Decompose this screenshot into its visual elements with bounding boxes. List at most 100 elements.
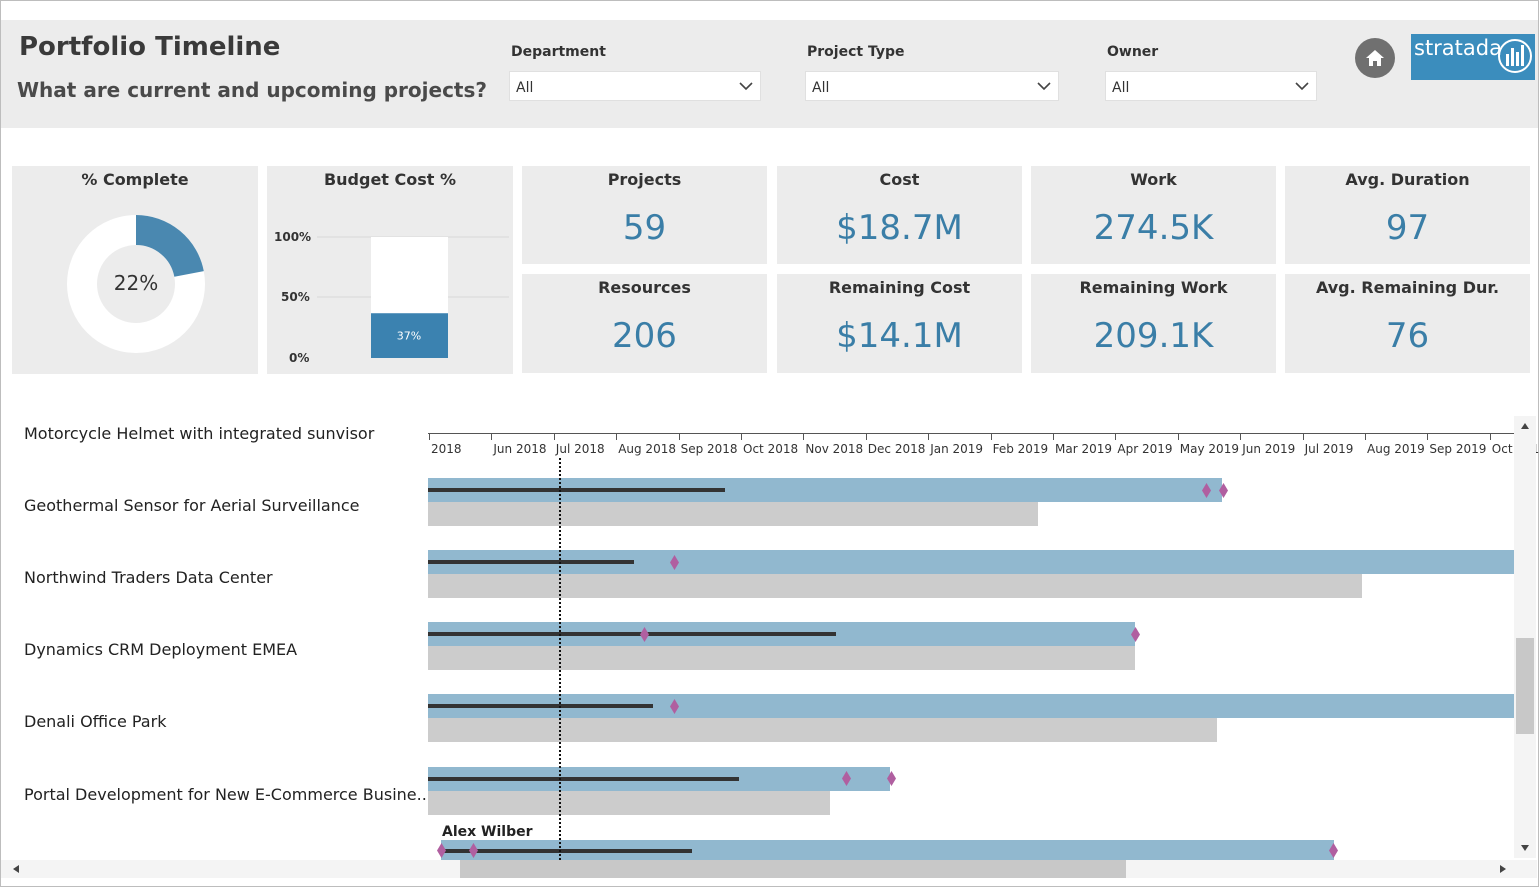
axis-tick: [1053, 433, 1054, 440]
owner-label: Alex Wilber: [442, 824, 533, 840]
timeline-progress-bar: [428, 560, 634, 564]
budget-fill-bar: [371, 313, 448, 358]
milestone-diamond-icon[interactable]: [670, 699, 679, 714]
kpi-work-card: Work 274.5K: [1031, 166, 1276, 264]
timeline-baseline-bar[interactable]: [428, 502, 1038, 526]
axis-tick: [553, 433, 555, 440]
timeline-baseline-bar[interactable]: [428, 574, 1362, 598]
chevron-down-icon: [1295, 82, 1309, 91]
kpi-avg-remaining-duration-label: Avg. Remaining Dur.: [1315, 278, 1500, 297]
budget-cost-chart: 100% 50% 0% 37%: [274, 230, 509, 365]
axis-tick: [1240, 433, 1242, 440]
axis-tick: [803, 433, 805, 440]
kpi-remaining-cost-label: Remaining Cost: [828, 278, 971, 297]
scroll-up-icon[interactable]: [1520, 421, 1530, 431]
department-select[interactable]: All: [509, 71, 761, 101]
kpi-avg-duration-label: Avg. Duration: [1345, 170, 1470, 189]
home-button[interactable]: [1355, 38, 1395, 78]
project-name[interactable]: Portal Development for New E-Commerce Bu…: [24, 785, 432, 804]
axis-tick: [491, 433, 493, 440]
owner-filter-label: Owner: [1107, 44, 1159, 60]
kpi-projects-value: 59: [622, 208, 667, 248]
project-type-filter-label: Project Type: [807, 44, 905, 60]
kpi-work-value: 274.5K: [1093, 208, 1214, 248]
timeline-progress-bar: [428, 777, 739, 781]
owner-select-value: All: [1112, 80, 1130, 96]
axis-tick: [928, 433, 930, 440]
milestone-diamond-icon[interactable]: [842, 771, 851, 786]
logo-circle-icon: [1498, 39, 1532, 73]
timeline-baseline-bar[interactable]: [428, 791, 830, 815]
timeline-progress-bar: [428, 488, 725, 492]
kpi-projects-card: Projects 59: [522, 166, 767, 264]
page-title: Portfolio Timeline: [19, 32, 281, 62]
axis-tick: [616, 433, 618, 440]
kpi-cost-value: $18.7M: [836, 208, 963, 248]
budget-tick-0: 0%: [289, 351, 309, 365]
project-name[interactable]: Denali Office Park: [24, 712, 167, 731]
kpi-remaining-work-label: Remaining Work: [1079, 278, 1228, 297]
project-name[interactable]: Motorcycle Helmet with integrated sunvis…: [24, 424, 375, 443]
milestone-diamond-icon[interactable]: [887, 771, 896, 786]
percent-complete-arc: [67, 215, 205, 353]
milestone-diamond-icon[interactable]: [1219, 483, 1228, 498]
axis-tick: [1489, 433, 1491, 440]
axis-label: Jul 2018: [555, 442, 605, 456]
header-bar: Portfolio Timeline What are current and …: [1, 20, 1538, 128]
department-select-value: All: [516, 80, 534, 96]
axis-tick: [1427, 433, 1429, 440]
chevron-down-icon: [1037, 82, 1051, 91]
budget-cost-label: Budget Cost %: [323, 170, 457, 189]
axis-label: Sep 2018: [680, 442, 738, 456]
scroll-left-icon[interactable]: [11, 864, 21, 874]
kpi-remaining-cost-card: Remaining Cost $14.1M: [777, 274, 1022, 373]
kpi-projects-label: Projects: [607, 170, 682, 189]
milestone-diamond-icon[interactable]: [469, 843, 478, 858]
vertical-scrollbar-thumb[interactable]: [1516, 638, 1534, 734]
kpi-avg-duration-value: 97: [1385, 208, 1430, 248]
milestone-diamond-icon[interactable]: [1202, 483, 1211, 498]
vertical-scrollbar[interactable]: [1514, 416, 1536, 858]
percent-complete-label: % Complete: [81, 170, 189, 189]
percent-complete-card: % Complete 22%: [12, 166, 258, 374]
axis-label: 2018: [431, 442, 462, 456]
project-name[interactable]: Geothermal Sensor for Aerial Surveillanc…: [24, 496, 360, 515]
milestone-diamond-icon[interactable]: [640, 627, 649, 642]
scroll-down-icon[interactable]: [1520, 843, 1530, 853]
axis-tick: [990, 433, 992, 440]
percent-complete-value: 22%: [114, 271, 158, 295]
kpi-avg-duration-card: Avg. Duration 97: [1285, 166, 1530, 264]
project-type-select[interactable]: All: [805, 71, 1059, 101]
percent-complete-donut: 22%: [67, 215, 205, 353]
axis-tick: [1115, 433, 1117, 440]
page-subtitle: What are current and upcoming projects?: [17, 78, 487, 102]
axis-tick: [741, 433, 742, 440]
milestone-diamond-icon[interactable]: [437, 843, 446, 858]
owner-select[interactable]: All: [1105, 71, 1317, 101]
budget-fill-label: 37%: [397, 330, 421, 343]
axis-tick: [678, 433, 680, 440]
milestone-diamond-icon[interactable]: [1131, 627, 1140, 642]
axis-label: Aug 2018: [618, 442, 676, 456]
axis-label: Nov 2018: [805, 442, 864, 456]
timeline-baseline-bar[interactable]: [428, 718, 1217, 742]
horizontal-scrollbar-thumb[interactable]: [460, 860, 1126, 878]
stratada-logo: stratada: [1411, 34, 1535, 80]
timeline-progress-bar: [428, 704, 653, 708]
project-name[interactable]: Northwind Traders Data Center: [24, 568, 273, 587]
axis-label: Jul 2019: [1304, 442, 1354, 456]
budget-cost-card: Budget Cost % 100% 50% 0% 37%: [267, 166, 513, 374]
milestone-diamond-icon[interactable]: [1329, 843, 1338, 858]
milestone-diamond-icon[interactable]: [670, 555, 679, 570]
timeline-baseline-bar[interactable]: [428, 646, 1135, 670]
project-name[interactable]: Dynamics CRM Deployment EMEA: [24, 640, 298, 659]
axis-tick: [1365, 433, 1366, 440]
timeline-plan-bar[interactable]: [441, 840, 1334, 860]
kpi-resources-label: Resources: [598, 278, 691, 297]
axis-label: Aug 2019: [1367, 442, 1425, 456]
axis-tick: [1177, 433, 1179, 440]
home-icon: [1366, 50, 1384, 66]
scroll-right-icon[interactable]: [1498, 864, 1508, 874]
axis-label: Jun 2019: [1242, 442, 1296, 456]
axis-tick: [865, 433, 867, 440]
